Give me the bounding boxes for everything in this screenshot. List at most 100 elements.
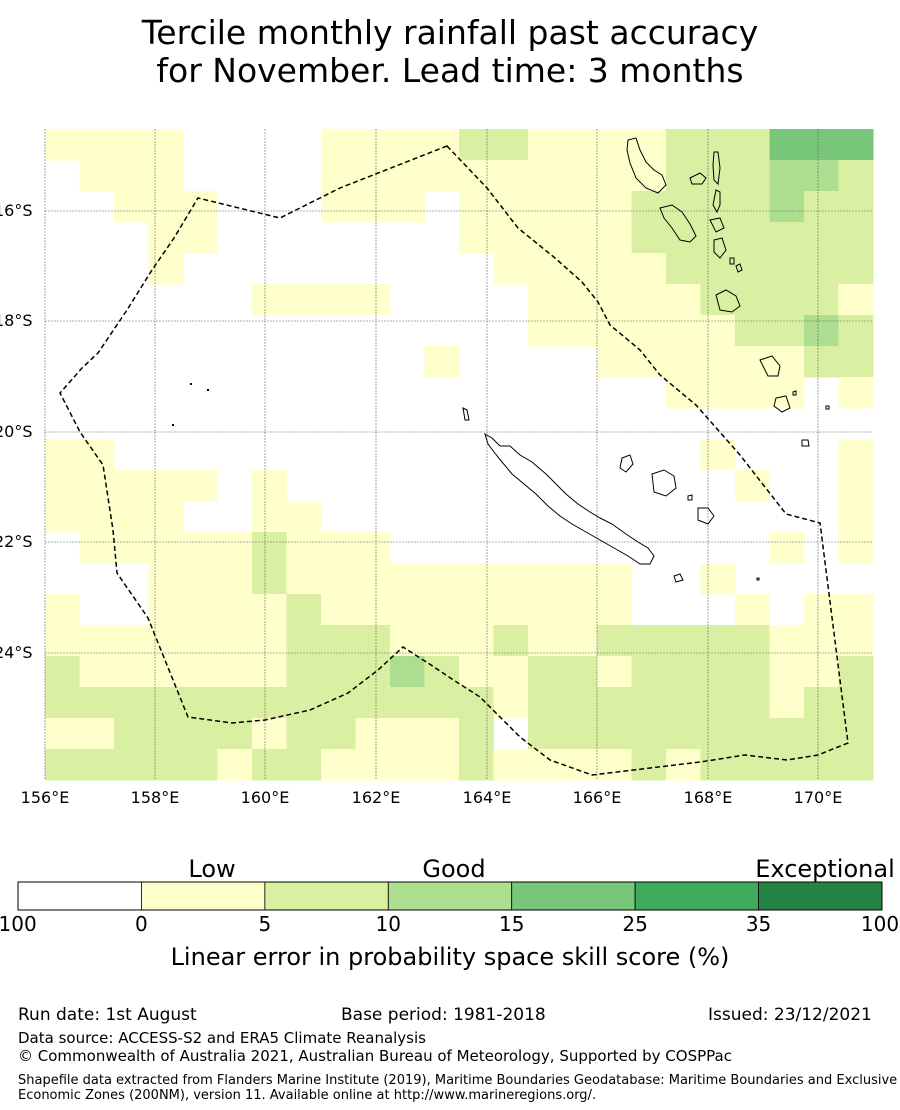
colorbar-segment xyxy=(634,881,759,911)
skill-cell xyxy=(597,129,632,161)
island-futuna xyxy=(825,405,830,410)
skill-cell xyxy=(804,594,839,626)
skill-cell xyxy=(838,191,874,223)
skill-cell xyxy=(804,315,839,347)
skill-cell xyxy=(597,315,632,347)
skill-cell xyxy=(562,129,598,161)
skill-cell xyxy=(735,222,770,254)
skill-cell xyxy=(528,315,563,347)
skill-cell xyxy=(355,749,391,781)
skill-cell xyxy=(148,594,184,626)
colorbar-tick-label: 15 xyxy=(498,912,525,936)
skill-cell xyxy=(597,656,632,688)
skill-cell xyxy=(562,749,598,781)
skill-cell xyxy=(666,284,701,316)
colorbar-axis-label: Linear error in probability space skill … xyxy=(170,943,730,971)
skill-cell xyxy=(286,718,322,750)
skill-cell xyxy=(114,749,149,781)
skill-cell xyxy=(769,377,805,409)
skill-cell xyxy=(148,749,184,781)
island-walpole xyxy=(756,577,760,581)
skill-cell xyxy=(217,656,253,688)
skill-cell xyxy=(838,501,874,533)
skill-cell xyxy=(700,346,736,378)
skill-cell xyxy=(838,594,874,626)
skill-cell xyxy=(804,346,839,378)
skill-cell xyxy=(735,377,770,409)
colorbar-segment xyxy=(141,881,266,911)
map-title-line-1: Tercile monthly rainfall past accuracy xyxy=(141,13,759,52)
skill-cell xyxy=(700,377,736,409)
island-efate xyxy=(715,289,741,313)
skill-cell xyxy=(838,470,874,502)
reef-chesterfield-1 xyxy=(190,383,192,385)
skill-cell xyxy=(700,656,736,688)
skill-cell xyxy=(528,718,563,750)
skill-cell xyxy=(148,470,184,502)
skill-cell xyxy=(631,222,667,254)
skill-cell xyxy=(631,315,667,347)
skill-cell xyxy=(252,656,287,688)
skill-cell xyxy=(183,625,218,657)
skill-cell xyxy=(769,656,805,688)
colorbar-label-exceptional: Exceptional xyxy=(755,855,895,883)
skill-cell xyxy=(355,129,391,161)
latitude-tick-label: 20°S xyxy=(0,422,33,441)
skill-cell xyxy=(355,718,391,750)
skill-cell xyxy=(666,346,701,378)
skill-cell xyxy=(114,470,149,502)
copyright: © Commonwealth of Australia 2021, Austra… xyxy=(18,1047,732,1065)
island-espiritu-santo xyxy=(626,137,667,194)
skill-cell xyxy=(597,253,632,285)
colorbar-tick-label: 35 xyxy=(745,912,772,936)
skill-cell xyxy=(597,191,632,223)
map-title-line-2: for November. Lead time: 3 months xyxy=(156,51,744,90)
skill-cell xyxy=(666,377,701,409)
skill-cell xyxy=(252,563,287,595)
skill-cell xyxy=(390,749,425,781)
skill-cell xyxy=(493,749,529,781)
skill-cell xyxy=(528,222,563,254)
skill-cell xyxy=(493,687,529,719)
skill-cell xyxy=(183,749,218,781)
island-mere-lava xyxy=(735,263,743,273)
skill-cell xyxy=(735,284,770,316)
skill-cell xyxy=(562,315,598,347)
colorbar-tick-label: 25 xyxy=(622,912,648,936)
skill-cell xyxy=(459,749,494,781)
small-reefs xyxy=(172,383,209,426)
skill-cell xyxy=(183,594,218,626)
skill-cell xyxy=(528,253,563,285)
island-maewo xyxy=(712,151,721,186)
skill-cell xyxy=(286,749,322,781)
colorbar-tick-label: 5 xyxy=(258,912,272,936)
skill-cell xyxy=(286,284,322,316)
colorbar xyxy=(17,881,883,911)
skill-cell xyxy=(528,284,563,316)
skill-cell xyxy=(148,532,184,564)
skill-cell xyxy=(838,749,874,781)
skill-cell xyxy=(45,129,80,161)
skill-cell xyxy=(735,129,770,161)
skill-cell xyxy=(700,315,736,347)
skill-cell xyxy=(769,160,805,192)
skill-cell xyxy=(148,222,184,254)
skill-cell xyxy=(321,656,356,688)
skill-cell xyxy=(217,532,253,564)
skill-cell xyxy=(114,625,149,657)
skill-cell xyxy=(597,160,632,192)
skill-cell xyxy=(183,191,218,223)
skill-cell xyxy=(562,718,598,750)
skill-cell xyxy=(528,191,563,223)
skill-cell xyxy=(79,749,115,781)
skill-cell xyxy=(286,501,322,533)
skill-cell xyxy=(493,625,529,657)
longitude-tick-label: 158°E xyxy=(130,788,180,807)
skill-cell xyxy=(390,625,425,657)
skill-cell xyxy=(769,749,805,781)
skill-cell xyxy=(838,284,874,316)
skill-cell xyxy=(79,470,115,502)
skill-cell xyxy=(321,532,356,564)
island-ambrym xyxy=(689,172,707,185)
skill-cell xyxy=(79,625,115,657)
